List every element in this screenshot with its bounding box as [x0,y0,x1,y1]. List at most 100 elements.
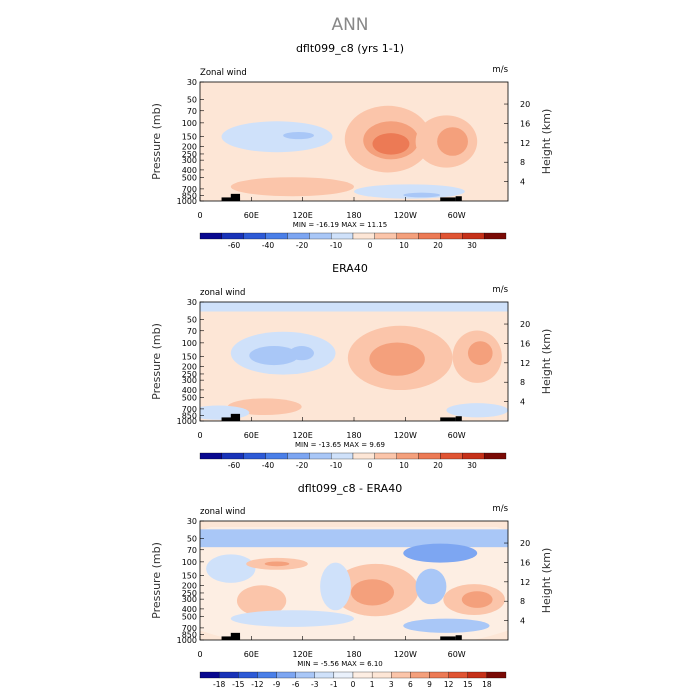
contour-region [283,131,314,140]
colorbar-swatch [374,452,397,460]
colorbar-label: -40 [262,461,274,470]
x-tick-label: 60W [448,211,466,220]
y-tick-label: 150 [182,133,197,142]
contour-fill [200,302,508,421]
field-label: Zonal wind [200,68,247,78]
contour-fill [200,82,508,201]
y-tick-label: 70 [187,327,197,336]
colorbar-swatch [352,671,373,679]
colorbar-swatch [314,671,335,679]
contour-region [461,591,493,608]
colorbar-label: -40 [262,241,274,250]
colorbar-label: -6 [292,680,300,689]
colorbar-swatch [418,452,441,460]
colorbar-swatch [265,452,288,460]
y-tick-label: 250 [182,370,197,379]
colorbar-swatch [440,452,463,460]
colorbar-swatch [330,452,354,460]
colorbar-swatch [295,671,315,679]
colorbar-swatch [276,671,296,679]
y-tick-label: 1000 [177,417,197,426]
height-tick-label: 4 [520,178,525,187]
x-tick-label: 180 [346,211,361,220]
field-label: zonal wind [200,507,245,517]
colorbar-swatch [218,671,239,679]
height-tick-label: 12 [520,139,530,148]
contour-fill [200,521,508,640]
y-tick-label: 850 [182,411,197,420]
colorbar-swatch [309,232,332,240]
colorbar-swatch [199,232,223,240]
colorbar-swatch [462,232,485,240]
y-tick-label: 700 [182,185,197,194]
min-max-stats: MIN = -13.65 MAX = 9.69 [295,441,385,449]
colorbar-swatch [396,232,419,240]
colorbar-label: 1 [370,680,375,689]
x-tick-label: 60W [448,650,466,659]
colorbar-swatch [483,452,507,460]
topography [221,197,241,201]
main-title: ANN [331,15,368,35]
y-tick-label: 1000 [177,197,197,206]
height-tick-label: 20 [520,100,530,109]
colorbar-label: -10 [330,461,342,470]
colorbar-label: 30 [467,461,477,470]
min-max-stats: MIN = -5.56 MAX = 6.10 [297,660,383,668]
x-tick-label: 120W [394,211,417,220]
x-tick-label: 0 [197,650,202,659]
contour-region [206,554,256,583]
topography [455,196,462,201]
x-tick-label: 120W [394,650,417,659]
colorbar-label: 3 [389,680,394,689]
colorbar-label: -9 [273,680,281,689]
colorbar-swatch [391,671,411,679]
height-tick-label: 12 [520,359,530,368]
height-tick-label: 16 [520,119,530,128]
colorbar-label: -60 [228,461,240,470]
panel-title: dflt099_c8 - ERA40 [298,482,402,495]
y-tick-label: 1000 [177,636,197,645]
x-tick-label: 60E [244,650,259,659]
colorbar-swatch [243,452,266,460]
contour-region [372,133,410,155]
topography [230,193,241,201]
contour-region [230,177,354,197]
colorbar-label: 10 [399,461,409,470]
y-tick-label: 300 [182,156,197,165]
height-tick-label: 8 [520,158,525,167]
contour-region [446,403,508,418]
units-label: m/s [492,65,508,75]
colorbar-swatch [448,671,468,679]
y-tick-label: 50 [187,534,197,543]
contour-region [403,192,441,198]
right-axis-label: Height (km) [540,109,553,175]
x-tick-label: 180 [346,650,361,659]
colorbar-swatch [429,671,449,679]
contour-region [467,341,493,366]
height-tick-label: 20 [520,320,530,329]
units-label: m/s [492,285,508,295]
x-tick-label: 120W [394,431,417,440]
contour-region [264,561,290,567]
y-tick-label: 200 [182,142,197,151]
colorbar-swatch [221,232,244,240]
colorbar-label: -1 [330,680,338,689]
y-tick-label: 70 [187,546,197,555]
y-tick-label: 150 [182,572,197,581]
colorbar-label: 20 [433,241,443,250]
min-max-stats: MIN = -16.19 MAX = 11.15 [293,221,387,229]
contour-region [320,562,351,611]
contour-region [415,568,447,605]
y-tick-label: 50 [187,95,197,104]
contour-region [200,529,508,548]
topography [455,416,462,421]
x-tick-label: 60E [244,211,259,220]
right-axis-label: Height (km) [540,329,553,395]
contour-region [249,346,299,366]
topography [440,417,456,421]
x-tick-label: 120E [293,650,313,659]
y-tick-label: 400 [182,605,197,614]
